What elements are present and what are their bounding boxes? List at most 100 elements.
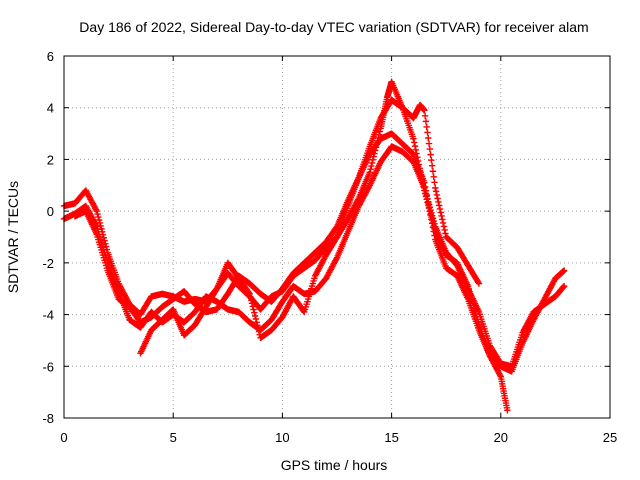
data-point [428,156,435,164]
data-point [560,267,568,274]
y-tick-label: -4 [42,308,54,323]
series-1 [60,78,568,375]
data-point [431,179,438,186]
data-point [475,280,483,287]
data-point [422,187,430,195]
x-axis-label: GPS time / hours [281,457,388,473]
series-3 [71,130,511,414]
data-point [412,146,419,154]
data-point [411,139,418,146]
data-point [428,216,435,223]
data-point [435,198,442,206]
data-point [251,309,258,316]
data-point [423,191,430,199]
axis-ticks: 0 5 10 15 20 25 -8 -6 -4 -2 0 2 4 6 [42,49,617,445]
y-axis-label: SDTVAR / TECUs [5,181,21,293]
data-point [368,162,375,170]
data-point [411,142,419,150]
data-point [425,134,432,142]
data-point [430,228,437,235]
data-point [368,159,376,167]
y-tick-label: -8 [42,411,54,426]
x-tick-label: 10 [275,430,289,445]
data-point [254,322,261,329]
data-point [426,145,434,153]
data-point [442,230,449,237]
y-tick-label: 0 [47,204,54,219]
series-4 [137,96,483,357]
data-point [249,303,256,310]
grid-lines [64,56,610,418]
data-point [245,289,253,296]
data-point [435,202,443,209]
data-point [425,140,433,147]
y-tick-label: 2 [47,152,54,167]
data-point [422,118,430,125]
x-tick-label: 20 [494,430,508,445]
x-tick-label: 0 [60,430,67,445]
y-tick-label: 6 [47,49,54,64]
data-point [427,212,434,219]
data-point [94,210,101,218]
data-point [474,279,482,286]
data-point [97,222,104,230]
data-point [432,184,439,192]
data-point [437,209,444,216]
data-point [424,195,431,203]
data-point [438,212,445,220]
data-point [333,235,340,242]
data-point [93,207,100,215]
data-point [428,220,436,227]
x-tick-label: 15 [384,430,398,445]
data-point [255,328,263,335]
data-point [427,151,434,158]
data-point [248,300,256,307]
data-point [421,112,429,120]
data-point [102,240,109,247]
data-point [433,191,441,199]
data-point [253,318,260,326]
data-point [367,166,374,173]
data-point [431,232,438,239]
data-marks [60,78,568,414]
data-point [376,128,384,135]
data-point [246,290,253,298]
plot-frame [63,55,611,419]
data-point [421,183,429,190]
data-point [421,107,428,114]
data-point [251,312,259,320]
y-tick-label: 4 [47,101,54,116]
data-point [424,129,431,136]
data-point [504,407,511,414]
data-point [370,153,377,160]
x-tick-label: 25 [603,430,617,445]
data-point [247,293,254,301]
data-point [425,203,433,211]
data-point [102,243,110,250]
x-tick-label: 5 [170,430,177,445]
y-tick-label: -6 [42,359,54,374]
data-point [436,205,444,213]
data-point [96,219,104,227]
data-point [252,315,260,323]
data-point [440,223,448,230]
data-point [369,156,377,163]
data-point [441,226,448,234]
data-point [248,296,255,304]
chart-title: Day 186 of 2022, Sidereal Day-to-day VTE… [79,19,588,35]
y-tick-label: -2 [42,256,54,271]
data-point [439,216,446,223]
data-point [423,123,430,131]
data-point [432,188,440,195]
data-point [425,199,432,207]
data-point [434,195,441,202]
data-point [560,282,568,290]
data-point [430,173,437,180]
data-point [421,179,428,186]
data-point [95,216,103,224]
data-point [410,135,417,142]
data-point [366,169,373,176]
data-point [250,306,257,313]
data-point [428,162,436,169]
